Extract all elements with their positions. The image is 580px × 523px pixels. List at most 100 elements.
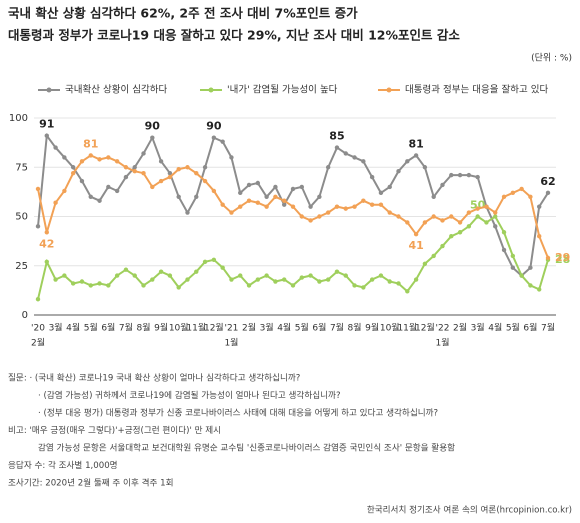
data-point: [343, 273, 348, 278]
data-point: [220, 265, 225, 270]
data-point: [510, 253, 516, 259]
data-point: [317, 279, 322, 284]
data-point: [114, 159, 120, 164]
data-point: [422, 165, 428, 170]
x-tick-label: 5월: [506, 322, 520, 334]
x-tick-label: 3월: [260, 322, 274, 334]
data-point: [150, 184, 155, 190]
data-point: [264, 273, 269, 278]
data-point: [123, 165, 129, 170]
data-point: [150, 135, 155, 140]
data-point: [519, 186, 524, 192]
value-label: 28: [555, 253, 570, 266]
data-point: [62, 188, 67, 194]
data-point: [106, 184, 111, 190]
data-point: [194, 269, 199, 274]
data-point: [211, 188, 217, 194]
x-tick-label: 7월: [119, 322, 133, 334]
data-point: [457, 220, 463, 225]
data-point: [255, 180, 261, 186]
note: · (정부 대응 평가) 대통령과 정부가 신종 코로나바이러스 사태에 대해 …: [38, 407, 438, 419]
value-label: 85: [329, 130, 344, 143]
data-point: [167, 273, 173, 278]
legend-dot: [46, 87, 52, 93]
data-point: [528, 283, 533, 288]
data-point: [317, 194, 322, 199]
data-point: [537, 287, 542, 292]
data-point: [202, 165, 208, 170]
data-point: [141, 151, 146, 156]
data-point: [88, 283, 93, 288]
data-point: [185, 210, 190, 215]
data-point: [211, 257, 217, 263]
data-point: [176, 194, 181, 199]
data-point: [396, 214, 401, 219]
data-point: [202, 259, 208, 265]
data-point: [413, 153, 419, 158]
note: 감염 가능성 문항은 서울대학교 보건대학원 유명순 교수팀 '신종코로나바이러…: [38, 442, 455, 454]
value-label: 90: [206, 120, 222, 133]
note: 비고: '매우 긍정(매우 그렇다)'+긍정(그런 편이다)' 만 제시: [8, 424, 221, 436]
data-point: [282, 202, 287, 207]
data-point: [220, 202, 225, 207]
data-point: [299, 184, 304, 190]
data-point: [70, 165, 76, 170]
data-point: [53, 200, 58, 205]
y-tick-label: 75: [15, 162, 28, 173]
y-tick-label: 100: [9, 113, 28, 124]
x-tick-label: 1월: [224, 337, 238, 349]
data-point: [255, 200, 261, 205]
note: 응답자 수: 각 조사별 1,000명: [8, 459, 118, 471]
data-point: [396, 281, 401, 286]
data-point: [449, 172, 454, 178]
data-point: [255, 277, 261, 282]
data-point: [545, 255, 551, 261]
chart-title: 국내 확산 상황 심각하다 62%, 2주 전 조사 대비 7%포인트 증가: [8, 6, 358, 21]
note: · (감염 가능성) 귀하께서 코로나19에 감염될 가능성이 얼마나 된다고 …: [38, 389, 341, 401]
data-point: [493, 210, 498, 215]
data-point: [422, 220, 428, 225]
data-point: [132, 165, 137, 170]
data-point: [53, 145, 58, 150]
data-point: [387, 184, 392, 190]
data-point: [246, 182, 252, 188]
x-tick-label: 6월: [101, 322, 115, 334]
data-point: [44, 230, 49, 235]
data-point: [405, 159, 410, 164]
x-tick-label: 2월: [453, 322, 467, 334]
data-point: [70, 281, 76, 286]
data-point: [369, 277, 375, 282]
x-tick-label: 11월: [397, 322, 417, 334]
data-point: [158, 269, 164, 274]
data-point: [343, 151, 348, 156]
data-point: [123, 174, 129, 180]
data-point: [519, 273, 524, 278]
data-point: [501, 247, 507, 253]
data-point: [202, 178, 208, 184]
data-point: [440, 243, 445, 249]
data-point: [475, 174, 480, 180]
data-point: [369, 174, 375, 180]
x-tick-label: 10월: [169, 322, 189, 334]
data-point: [35, 224, 41, 229]
data-point: [334, 145, 340, 150]
x-tick-label: 2월: [31, 337, 45, 349]
data-point: [246, 198, 252, 203]
data-point: [282, 277, 287, 282]
value-label: 91: [39, 118, 54, 131]
data-point: [396, 168, 401, 174]
data-point: [132, 168, 137, 174]
data-point: [176, 285, 181, 290]
value-label: 90: [145, 120, 161, 133]
x-tick-label: 5월: [295, 322, 309, 334]
data-point: [475, 206, 480, 211]
chart-subtitle: 대통령과 정부가 코로나19 대응 잘하고 있다 29%, 지난 조사 대비 1…: [8, 28, 460, 43]
data-point: [405, 220, 410, 225]
data-point: [334, 269, 340, 274]
data-point: [167, 174, 173, 180]
data-point: [352, 155, 357, 160]
data-point: [141, 170, 146, 176]
value-label: 62: [540, 175, 555, 188]
data-point: [361, 285, 366, 290]
